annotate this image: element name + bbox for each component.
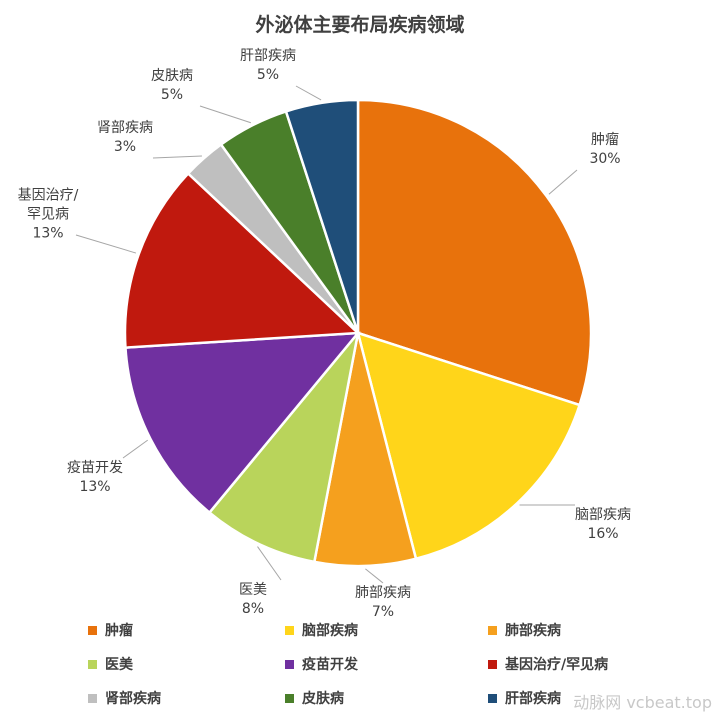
pie-slice <box>123 171 361 349</box>
pie-slice <box>124 331 361 515</box>
label-value: 8% <box>241 601 265 617</box>
legend-label: 肝部疾病 <box>505 691 561 707</box>
data-label: 医美 8% <box>217 581 289 619</box>
legend-swatch <box>488 659 497 669</box>
legend-item: 皮肤病 <box>285 688 344 708</box>
legend-label: 肿瘤 <box>105 623 133 639</box>
data-label: 疫苗开发 13% <box>59 459 131 497</box>
pie-slice <box>207 332 360 564</box>
legend-item: 肝部疾病 <box>488 688 561 708</box>
chart-title: 外泌体主要布局疾病领域 <box>255 14 465 36</box>
legend-swatch <box>88 625 97 635</box>
label-name: 肾部疾病 <box>97 120 153 136</box>
data-label: 肿瘤 30% <box>569 131 641 169</box>
legend-label: 肺部疾病 <box>505 623 561 639</box>
legend-swatch <box>285 693 294 703</box>
watermark: 动脉网 vcbeat.top <box>573 693 712 712</box>
label-value: 5% <box>256 67 280 83</box>
legend-item: 疫苗开发 <box>285 654 358 674</box>
label-name: 疫苗开发 <box>67 460 123 476</box>
legend-swatch <box>488 625 497 635</box>
data-label: 基因治疗/罕见病 13% <box>12 187 84 244</box>
label-value: 5% <box>160 87 184 103</box>
legend-swatch <box>285 625 294 635</box>
legend-item: 医美 <box>88 654 133 674</box>
data-label: 脑部疾病 16% <box>567 506 639 544</box>
legend-label: 基因治疗/罕见病 <box>505 657 609 673</box>
label-name: 医美 <box>239 582 267 598</box>
leader-line <box>75 234 137 254</box>
legend-label: 脑部疾病 <box>302 623 358 639</box>
label-value: 13% <box>32 225 64 242</box>
leader-line <box>295 85 322 101</box>
legend-label: 肾部疾病 <box>105 691 161 707</box>
legend-swatch <box>88 659 97 669</box>
legend-item: 脑部疾病 <box>285 620 358 640</box>
legend-item: 肾部疾病 <box>88 688 161 708</box>
data-label: 肾部疾病 3% <box>89 119 161 157</box>
leader-line <box>257 546 282 581</box>
pie-slice <box>356 331 582 561</box>
label-name: 脑部疾病 <box>575 507 631 523</box>
legend-item: 肿瘤 <box>88 620 133 640</box>
label-value: 13% <box>79 479 111 495</box>
leader-line <box>548 169 578 195</box>
label-value: 30% <box>589 151 621 167</box>
leader-line <box>152 155 202 159</box>
pie-slice <box>284 98 360 334</box>
label-name: 基因治疗/罕见病 <box>17 187 79 223</box>
label-name: 肺部疾病 <box>355 585 411 601</box>
pie-slice <box>312 332 418 568</box>
legend-swatch <box>88 693 97 703</box>
label-value: 3% <box>113 139 137 155</box>
data-label: 肝部疾病 5% <box>232 47 304 85</box>
legend-swatch <box>285 659 294 669</box>
label-name: 皮肤病 <box>151 68 193 84</box>
legend-label: 皮肤病 <box>302 691 344 707</box>
legend-item: 基因治疗/罕见病 <box>488 654 608 674</box>
leader-line <box>199 105 252 124</box>
data-label: 皮肤病 5% <box>136 67 208 105</box>
legend-label: 医美 <box>105 657 133 673</box>
label-name: 肝部疾病 <box>240 48 296 64</box>
legend-label: 疫苗开发 <box>302 657 358 673</box>
legend-item: 肺部疾病 <box>488 620 561 640</box>
data-label: 肺部疾病 7% <box>347 584 419 622</box>
leader-line <box>365 568 384 584</box>
pie-slice <box>356 98 593 407</box>
leader-line <box>122 439 149 459</box>
legend-swatch <box>488 693 497 703</box>
label-name: 肿瘤 <box>591 132 619 148</box>
label-value: 7% <box>371 604 395 620</box>
label-value: 16% <box>587 526 619 542</box>
